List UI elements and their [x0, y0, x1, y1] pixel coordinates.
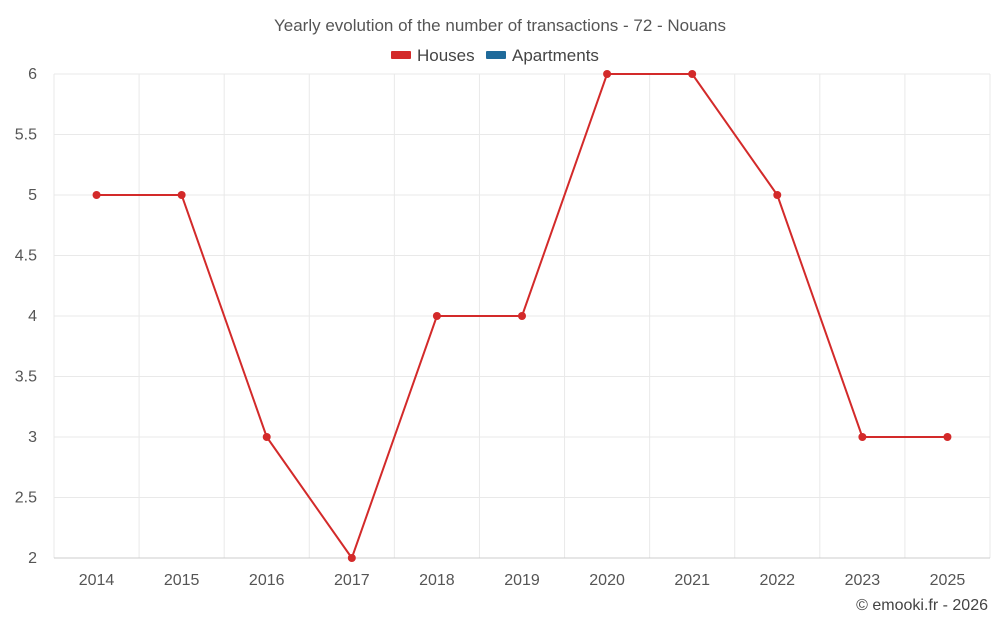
legend-label-apartments: Apartments: [512, 46, 599, 65]
y-tick-label: 5.5: [15, 127, 37, 144]
legend: Houses Apartments: [391, 46, 599, 65]
x-tick-label: 2016: [249, 572, 285, 589]
y-tick-label: 6: [28, 66, 37, 83]
data-point-houses[interactable]: [347, 554, 356, 562]
x-tick-label: 2022: [759, 572, 795, 589]
x-tick-label: 2014: [79, 572, 115, 589]
x-tick-label: 2020: [589, 572, 625, 589]
x-tick-label: 2017: [334, 572, 370, 589]
x-tick-label: 2021: [674, 572, 710, 589]
y-tick-label: 4: [28, 308, 37, 325]
y-tick-label: 2.5: [15, 490, 37, 507]
y-tick-label: 3.5: [15, 369, 37, 386]
data-point-houses[interactable]: [773, 191, 782, 199]
x-tick-label: 2019: [504, 572, 540, 589]
y-tick-label: 3: [28, 429, 37, 446]
data-point-houses[interactable]: [262, 433, 271, 441]
legend-swatch-apartments: [486, 51, 506, 59]
data-point-houses[interactable]: [432, 312, 441, 320]
x-tick-label: 2015: [164, 572, 200, 589]
data-point-houses[interactable]: [177, 191, 186, 199]
x-tick-label: 2018: [419, 572, 455, 589]
x-tick-label: 2025: [930, 572, 966, 589]
legend-label-houses: Houses: [417, 46, 475, 65]
data-point-houses[interactable]: [858, 433, 867, 441]
y-tick-label: 5: [28, 187, 37, 204]
credit-text: © emooki.fr - 2026: [856, 597, 988, 614]
series: [92, 70, 952, 562]
data-point-houses[interactable]: [943, 433, 952, 441]
legend-item-houses[interactable]: Houses: [391, 46, 475, 65]
y-tick-label: 4.5: [15, 248, 37, 265]
data-point-houses[interactable]: [603, 70, 612, 78]
data-point-houses[interactable]: [688, 70, 697, 78]
data-point-houses[interactable]: [518, 312, 526, 320]
chart-title: Yearly evolution of the number of transa…: [274, 16, 726, 35]
legend-swatch-houses: [391, 51, 411, 59]
axes: 2 2.5 3 3.5 4 4.5 5 5.5 6 2014 2015 2016 2017 2018 201…: [15, 66, 990, 589]
y-tick-label: 2: [28, 550, 37, 567]
x-tick-label: 2023: [845, 572, 881, 589]
legend-item-apartments[interactable]: Apartments: [486, 46, 599, 65]
data-point-houses[interactable]: [92, 191, 101, 199]
